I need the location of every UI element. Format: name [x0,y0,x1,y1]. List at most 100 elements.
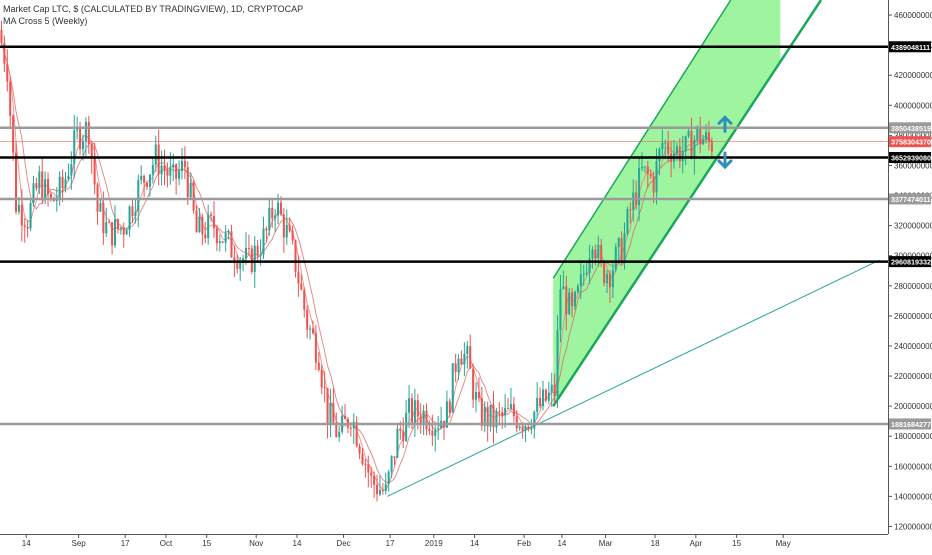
candle-body [361,453,364,465]
candle-body [6,63,9,82]
candle-body [559,289,562,331]
candle-body [486,406,489,427]
candle-body [629,209,632,211]
candle-body [521,426,524,431]
x-tick-label: Sep [71,539,86,548]
candle-body [64,179,67,189]
candle-body [422,410,425,425]
candle-body [632,192,635,211]
candle-body [617,238,620,248]
candle-body [172,164,175,168]
candle-body [623,233,626,263]
candle-body [690,130,693,159]
candle-body [646,166,649,175]
y-tick-label: 2200000000 [894,372,932,381]
candle-body [533,411,536,429]
candle-body [236,263,239,269]
candle-body [47,179,50,195]
candle-body [212,215,216,229]
candle-body [242,258,245,261]
candle-body [410,398,413,423]
level-label-6: 3758304370 [889,136,931,148]
candle-body [585,272,588,274]
candle-body [661,142,664,150]
y-tick-label: 2800000000 [894,282,932,291]
candle-body [495,411,498,428]
candle-body [541,389,545,407]
channel-lower-line [552,0,823,407]
y-tick-label: 3600000000 [894,161,932,170]
candle-body [649,174,652,177]
candle-body [498,411,501,413]
candle-body [87,121,90,145]
candle-body [437,427,440,430]
plot-area [0,0,888,502]
candle-body [108,222,111,224]
candle-body [640,167,643,169]
candle-body [524,426,527,431]
svg-text:2960819332: 2960819332 [891,258,931,267]
candle-body [370,472,373,476]
candle-body [58,176,61,199]
candle-body [547,392,550,401]
candle-body [265,228,268,231]
candle-body [309,328,312,330]
svg-text:4389048111: 4389048111 [891,43,930,52]
candle-body [463,353,466,365]
candle-body [306,309,309,330]
candle-body [553,384,556,396]
candle-body [614,247,617,270]
arrow-down-icon [717,151,733,170]
candle-body [61,176,64,189]
candle-body [358,446,361,454]
candle-body [527,426,530,429]
candle-body [684,136,687,152]
candle-body [428,429,431,431]
svg-text:3850438519: 3850438519 [891,124,931,133]
level-label-2: 3652939080 [889,152,931,164]
svg-text:3652939080: 3652939080 [891,154,931,163]
candle-body [472,368,475,400]
level-label-1: 3850438519 [889,122,931,134]
candle-body [311,328,315,334]
candle-body [355,421,358,447]
candle-body [282,214,285,238]
candle-body [416,400,419,417]
candle-body [239,260,242,269]
candle-body [154,144,157,165]
candle-body [259,254,262,256]
candle-body [79,127,82,150]
candle-body [49,194,52,199]
candle-body [233,257,236,264]
candle-body [227,231,230,233]
candle-body [122,227,125,235]
candle-body [26,226,29,229]
candle-body [643,166,646,168]
candle-body [536,397,539,412]
candle-body [125,230,128,235]
y-tick-label: 1600000000 [894,462,932,471]
candle-body [105,222,108,234]
candle-body [687,130,690,137]
candle-body [396,428,399,458]
chart-legend: Market Cap LTC, $ (CALCULATED BY TRADING… [3,3,303,27]
candle-body [576,285,579,292]
level-label-0: 4389048111 [889,41,931,53]
candle-body [512,404,515,417]
candle-body [294,240,297,272]
candle-body [288,224,291,232]
candle-body [326,387,329,425]
candle-body [664,142,667,144]
candle-body [518,426,521,429]
candle-body [297,271,300,284]
candle-body [3,42,6,64]
x-tick-label: Apr [690,539,703,548]
candle-body [175,164,178,179]
x-tick-label: 17 [386,539,395,548]
time-axis-background [0,534,932,550]
candle-body [151,164,154,175]
candle-body [367,464,370,473]
candle-body [699,126,702,145]
